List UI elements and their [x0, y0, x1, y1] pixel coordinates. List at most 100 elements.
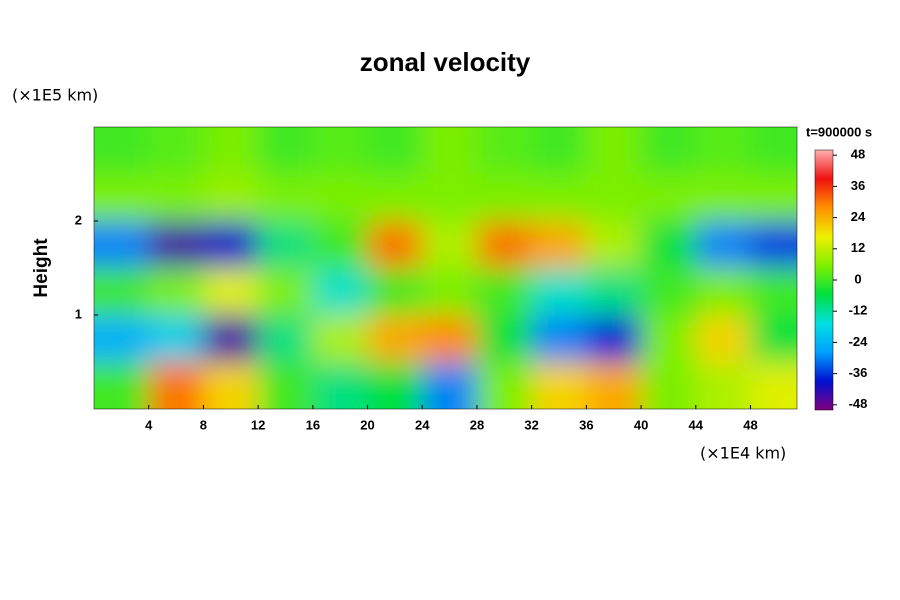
cell: [258, 127, 313, 174]
cell: [695, 127, 751, 174]
cell: [367, 315, 423, 362]
y-tick-label: 2: [75, 212, 82, 227]
x-tick-label: 44: [689, 417, 704, 432]
cell: [531, 127, 587, 174]
cell: [750, 362, 797, 409]
cell: [94, 221, 149, 268]
cell: [695, 362, 751, 409]
cell: [312, 362, 368, 409]
cell: [586, 127, 642, 174]
cell: [695, 221, 751, 268]
cell: [312, 221, 368, 268]
cell: [367, 127, 423, 174]
cell: [641, 174, 696, 221]
cell: [148, 221, 204, 268]
x-tick-label: 20: [360, 417, 374, 432]
y-axis-label: Height: [31, 238, 52, 298]
cell: [422, 127, 477, 174]
cell: [422, 174, 477, 221]
cell: [94, 268, 149, 315]
cell: [312, 174, 368, 221]
cell: [476, 362, 532, 409]
cell: [422, 315, 477, 362]
cell: [203, 221, 259, 268]
cell: [422, 362, 477, 409]
x-tick-label: 4: [145, 417, 153, 432]
cell: [750, 174, 797, 221]
cell: [203, 315, 259, 362]
cell: [203, 362, 259, 409]
cell: [531, 362, 587, 409]
cell: [312, 315, 368, 362]
colorbar-tick-label: 36: [851, 178, 865, 193]
cell: [586, 362, 642, 409]
field: [94, 127, 797, 409]
colorbar: [814, 149, 834, 411]
cell: [531, 221, 587, 268]
cell: [586, 221, 642, 268]
cell: [258, 221, 313, 268]
cell: [94, 127, 149, 174]
cell: [148, 268, 204, 315]
cells: [94, 127, 797, 409]
cell: [531, 268, 587, 315]
x-tick-label: 12: [251, 417, 265, 432]
cell: [476, 127, 532, 174]
cell: [476, 174, 532, 221]
cell: [531, 315, 587, 362]
colorbar-tick-label: -36: [849, 365, 868, 380]
cell: [750, 268, 797, 315]
x-tick-label: 40: [634, 417, 648, 432]
colorbar-tick-label: 24: [851, 209, 866, 224]
cell: [641, 362, 696, 409]
cell: [312, 127, 368, 174]
plot-frame: [93, 126, 798, 410]
cell: [531, 174, 587, 221]
x-tick-label: 36: [579, 417, 593, 432]
cell: [94, 315, 149, 362]
cell: [367, 174, 423, 221]
cell: [750, 221, 797, 268]
x-tick-label: 32: [524, 417, 538, 432]
cell: [148, 315, 204, 362]
cell: [586, 315, 642, 362]
y-unit: (×1E5 km): [12, 86, 98, 105]
cell: [203, 268, 259, 315]
cell: [586, 174, 642, 221]
cell: [422, 221, 477, 268]
cell: [695, 268, 751, 315]
cell: [367, 268, 423, 315]
cell: [94, 362, 149, 409]
x-unit: (×1E4 km): [700, 444, 786, 463]
cell: [641, 315, 696, 362]
colorbar-tick-label: 48: [851, 147, 865, 162]
cell: [94, 174, 149, 221]
cell: [750, 315, 797, 362]
cell: [148, 174, 204, 221]
cell: [258, 315, 313, 362]
cell: [476, 315, 532, 362]
cell: [476, 221, 532, 268]
x-tick-label: 8: [200, 417, 207, 432]
x-tick-label: 24: [415, 417, 430, 432]
cell: [258, 268, 313, 315]
x-tick-label: 48: [743, 417, 757, 432]
cell: [258, 174, 313, 221]
cell: [422, 268, 477, 315]
x-tick-label: 28: [470, 417, 484, 432]
colorbar-tick-label: 0: [854, 271, 861, 286]
cell: [695, 174, 751, 221]
cell: [312, 268, 368, 315]
cell: [641, 127, 696, 174]
y-tick-label: 1: [75, 306, 82, 321]
x-tick-label: 16: [306, 417, 320, 432]
cell: [258, 362, 313, 409]
colorbar-title: t=900000 s: [806, 124, 872, 139]
cell: [641, 221, 696, 268]
colorbar-tick-label: 12: [851, 240, 865, 255]
cell: [641, 268, 696, 315]
cell: [695, 315, 751, 362]
cell: [367, 362, 423, 409]
colorbar-tick-label: -12: [849, 303, 868, 318]
